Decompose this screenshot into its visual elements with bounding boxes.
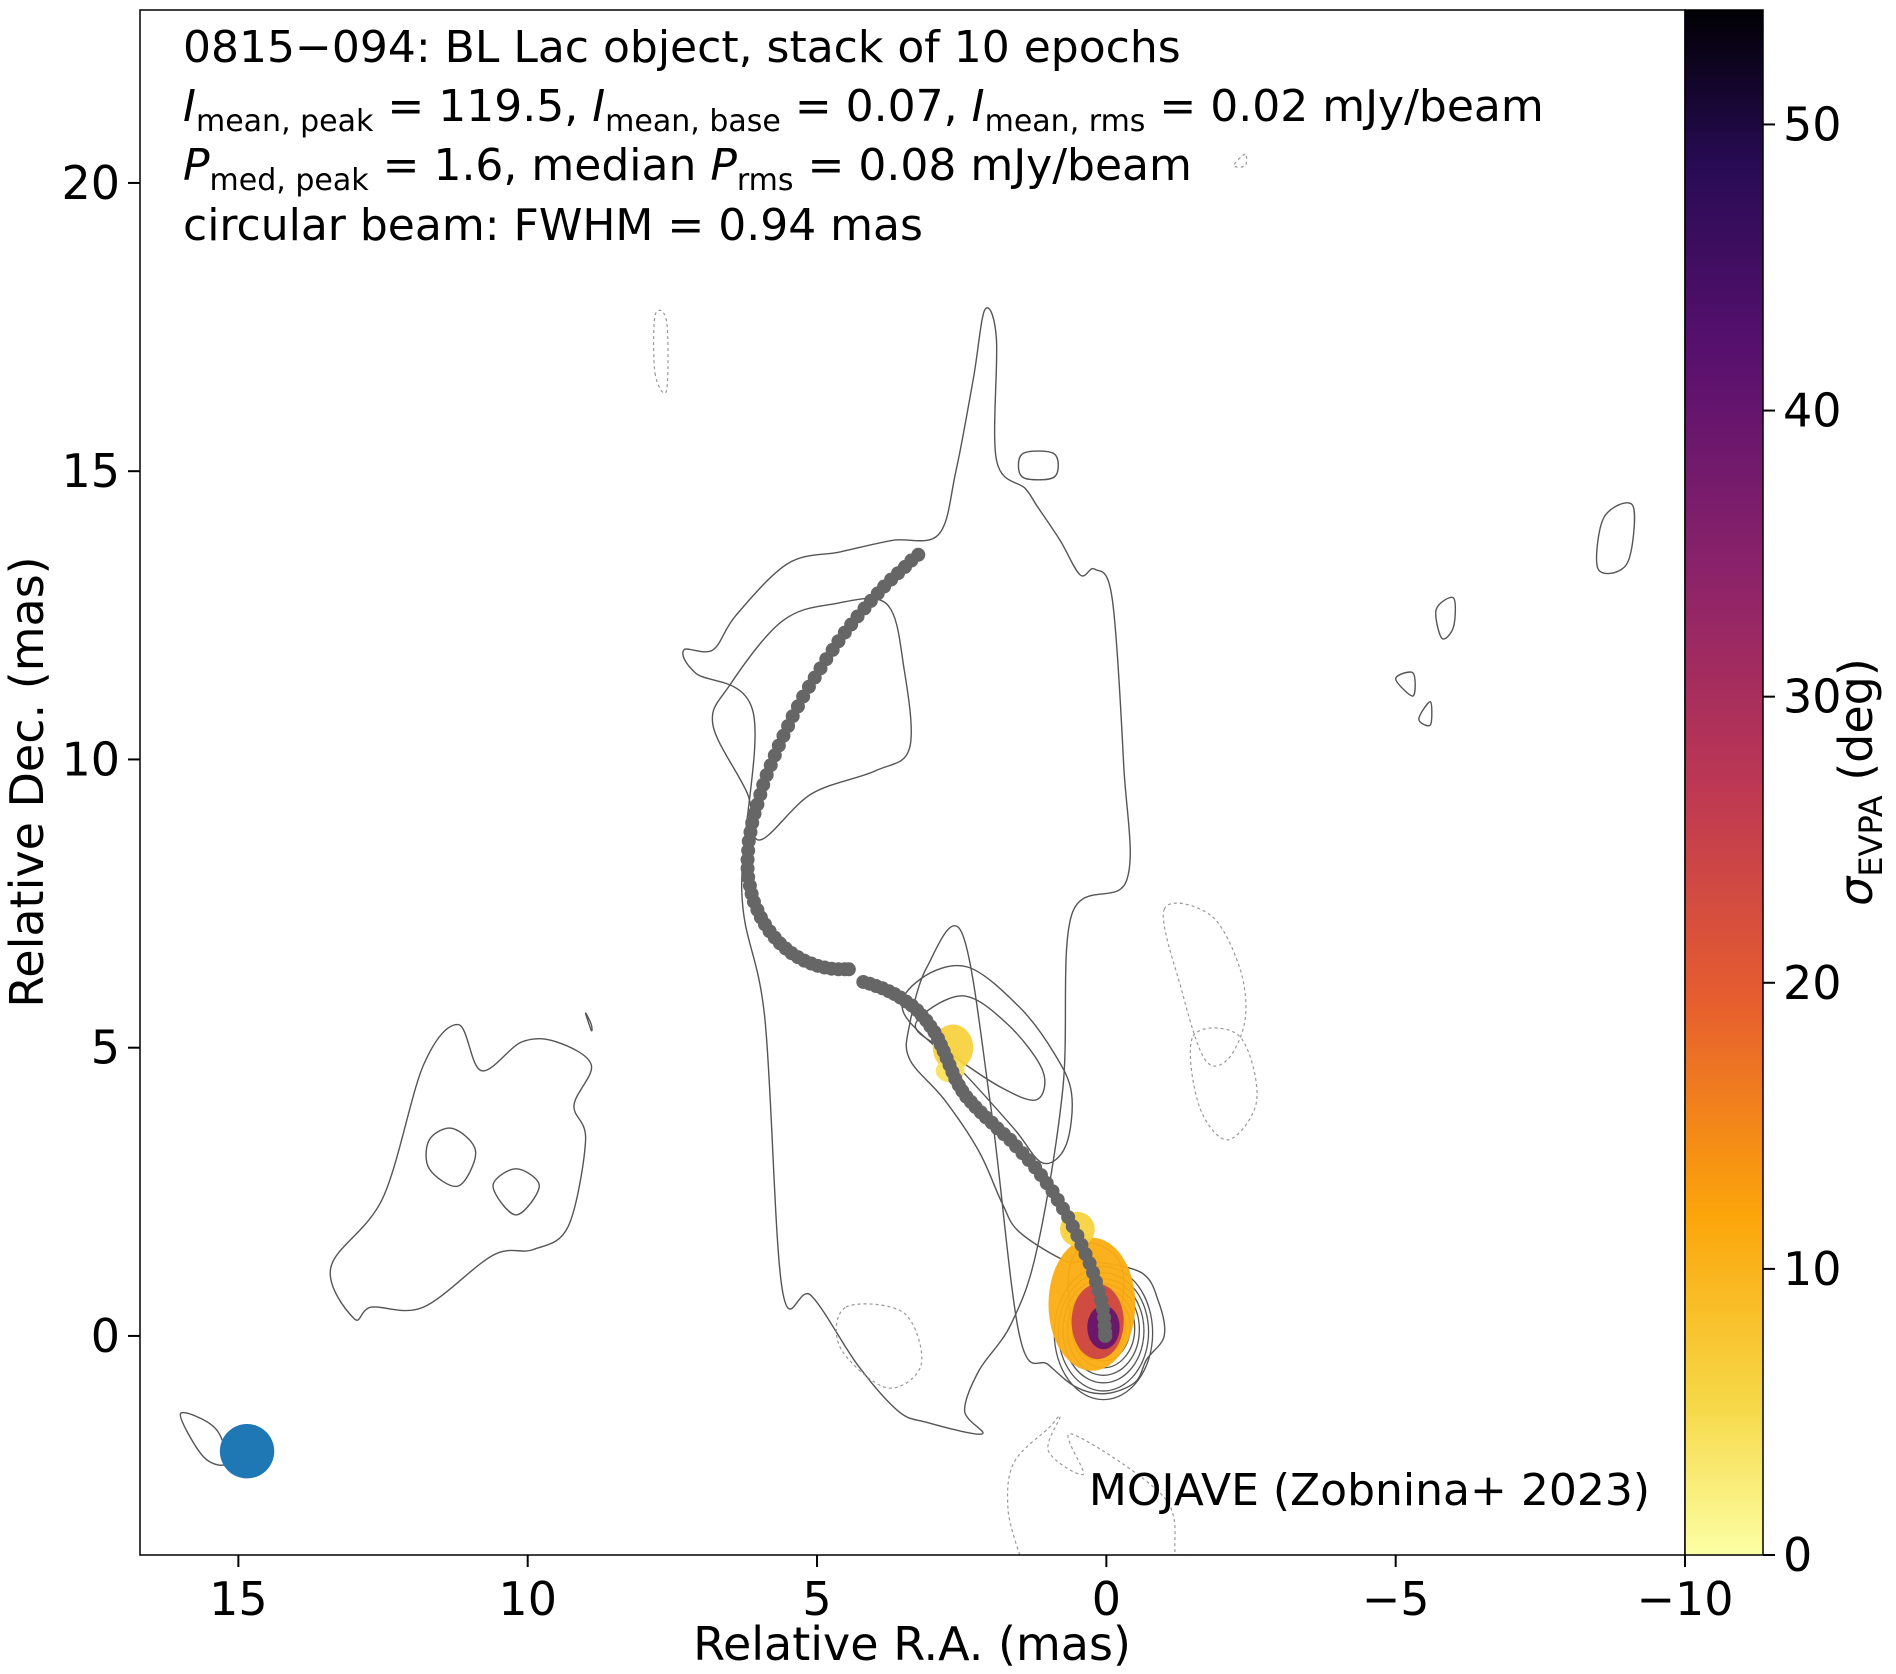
contour-line xyxy=(905,924,1166,1395)
contour-line xyxy=(425,1127,477,1188)
y-tick-label: 20 xyxy=(61,156,120,210)
colorbar-tick-label: 40 xyxy=(1783,384,1842,438)
negative-contour-line xyxy=(1006,1415,1194,1555)
negative-contour-line xyxy=(835,1303,923,1389)
contour-line xyxy=(329,1023,593,1321)
annotation-line: 0815−094: BL Lac object, stack of 10 epo… xyxy=(183,22,1181,73)
contour-line xyxy=(1394,671,1416,697)
colorbar: 0 10 20 30 40 50 σEVPA (deg) xyxy=(1684,9,1890,1582)
x-tick-label: 5 xyxy=(802,1572,831,1626)
contour-line xyxy=(1435,596,1457,640)
colorbar-tick-label: 50 xyxy=(1783,97,1842,151)
contour-line xyxy=(901,964,1073,1165)
colorbar-label: σEVPA (deg) xyxy=(1829,658,1890,906)
contour-line xyxy=(584,1012,593,1032)
y-axis-label: Relative Dec. (mas) xyxy=(0,556,54,1007)
annotation-line: circular beam: FWHM = 0.94 mas xyxy=(183,200,923,251)
x-axis-label: Relative R.A. (mas) xyxy=(693,1617,1131,1671)
credit-text: MOJAVE (Zobnina+ 2023) xyxy=(1089,1465,1650,1516)
y-tick-label: 5 xyxy=(91,1021,120,1075)
contour-line xyxy=(711,597,912,841)
colorbar-tick-label: 30 xyxy=(1783,670,1842,724)
colorbar-tick-label: 10 xyxy=(1783,1242,1842,1296)
y-axis: 0 5 10 15 20 xyxy=(61,156,140,1363)
annotation-block: 0815−094: BL Lac object, stack of 10 epo… xyxy=(183,22,1544,251)
contour-layer xyxy=(179,153,1636,1555)
contour-line xyxy=(1595,502,1636,575)
x-tick-label: 10 xyxy=(498,1572,557,1626)
annotation-line: Pmed, peak = 1.6, median Prms = 0.08 mJy… xyxy=(183,140,1192,198)
y-tick-label: 0 xyxy=(91,1309,120,1363)
x-tick-label: 15 xyxy=(209,1572,268,1626)
colorbar-tick-label: 0 xyxy=(1783,1528,1812,1582)
beam-layer xyxy=(219,1424,275,1479)
contour-line xyxy=(1017,450,1059,481)
negative-contour-line xyxy=(1162,902,1247,1067)
polarization-layer xyxy=(932,1024,1136,1371)
x-tick-label: −5 xyxy=(1362,1572,1430,1626)
ridge-point xyxy=(1098,1328,1113,1343)
contour-line xyxy=(179,1412,228,1466)
ridge-point xyxy=(841,962,856,977)
ridge-line-layer xyxy=(740,547,1113,1343)
annotation-line: Imean, peak = 119.5, Imean, base = 0.07,… xyxy=(183,81,1544,139)
negative-contour-line xyxy=(1233,153,1248,168)
beam-circle xyxy=(219,1424,275,1479)
negative-contour-line xyxy=(1189,1027,1258,1141)
y-tick-label: 10 xyxy=(61,732,120,786)
plot-area xyxy=(139,9,1686,1556)
y-tick-label: 15 xyxy=(61,444,120,498)
contour-line xyxy=(1418,701,1433,727)
colorbar-ticks: 0 10 20 30 40 50 xyxy=(1763,97,1842,1582)
negative-contour-line xyxy=(652,309,669,394)
x-axis: 15 10 5 0 −5 −10 xyxy=(209,1555,1734,1626)
contour-line xyxy=(492,1168,541,1216)
contour-line xyxy=(682,307,1131,1435)
colorbar-gradient xyxy=(1684,9,1764,1556)
x-tick-label: 0 xyxy=(1092,1572,1121,1626)
x-tick-label: −10 xyxy=(1636,1572,1733,1626)
colorbar-tick-label: 20 xyxy=(1783,956,1842,1010)
